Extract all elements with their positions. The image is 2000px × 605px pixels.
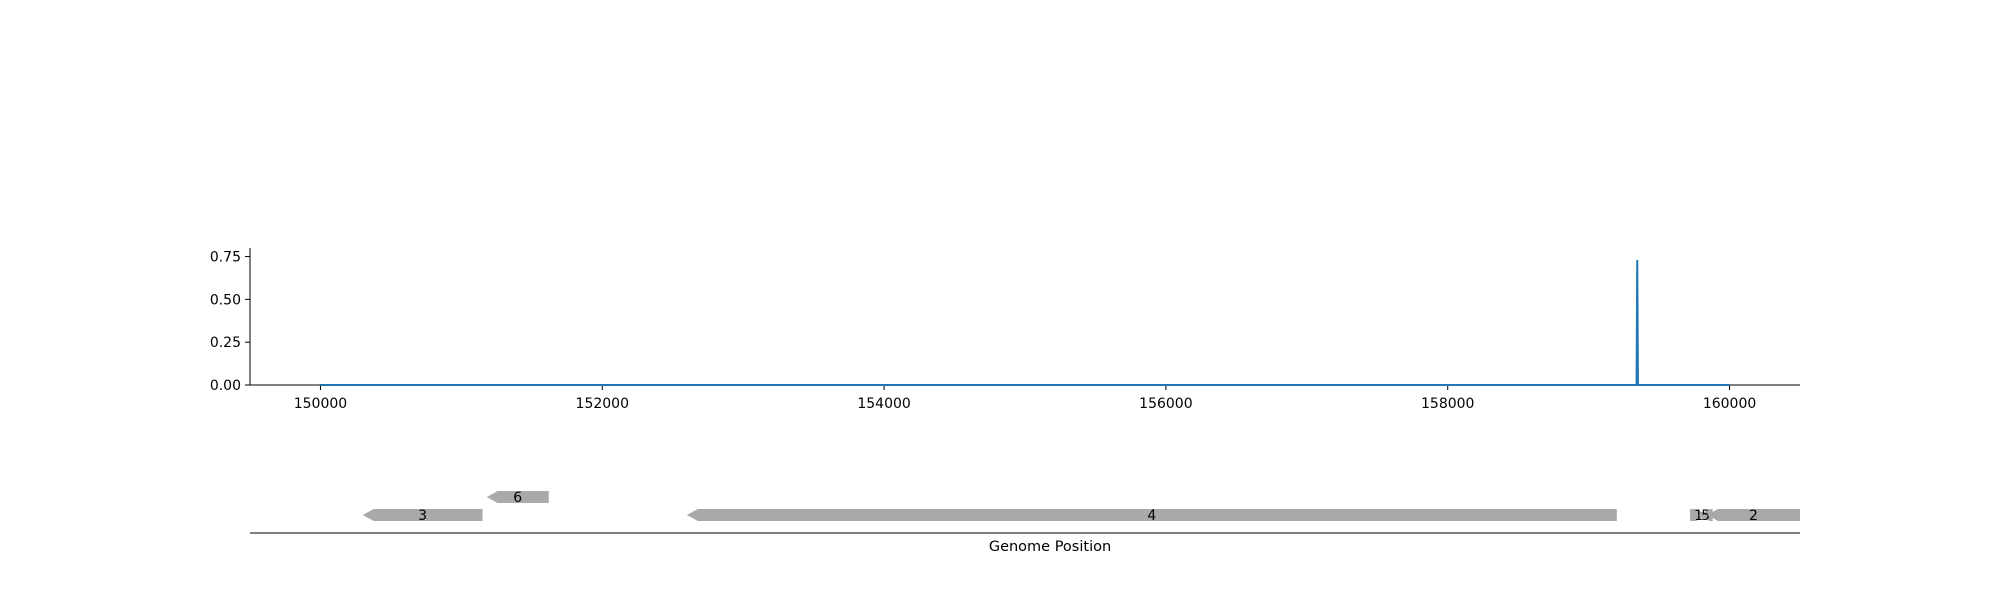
gene-label-1: 1 — [1694, 508, 1703, 524]
x-tick-label: 158000 — [1421, 396, 1474, 412]
x-axis-title: Genome Position — [989, 539, 1111, 555]
x-tick-label: 152000 — [576, 396, 629, 412]
y-tick-label: 0.00 — [210, 378, 241, 394]
gene-arrow-4 — [686, 509, 1617, 521]
gene-arrow-6 — [486, 491, 549, 503]
gene-label-2: 2 — [1749, 508, 1758, 524]
y-tick-label: 0.75 — [210, 250, 241, 266]
gene-arrow-2 — [1707, 509, 1800, 521]
y-tick-label: 0.25 — [210, 335, 241, 351]
x-tick-label: 156000 — [1139, 396, 1192, 412]
gene-arrow-1 — [1690, 509, 1707, 521]
y-tick-label: 0.50 — [210, 292, 241, 308]
gene-label-3: 3 — [418, 508, 427, 524]
gene-label-6: 6 — [513, 490, 522, 506]
x-tick-label: 150000 — [294, 396, 347, 412]
gene-label-5: 5 — [1701, 508, 1710, 524]
coverage-series-line — [320, 259, 1730, 386]
coverage-plot: 0.00 0.25 0.50 0.75 150000 152000 154000 156000… — [210, 248, 1800, 412]
gene-arrow-3 — [362, 509, 483, 521]
x-tick-label: 160000 — [1703, 396, 1756, 412]
gene-arrow-5 — [1698, 509, 1713, 521]
gene-track: 3 6 4 15 2 Genome Position — [250, 490, 1800, 555]
x-tick-label: 154000 — [857, 396, 910, 412]
gene-label-4: 4 — [1147, 508, 1156, 524]
